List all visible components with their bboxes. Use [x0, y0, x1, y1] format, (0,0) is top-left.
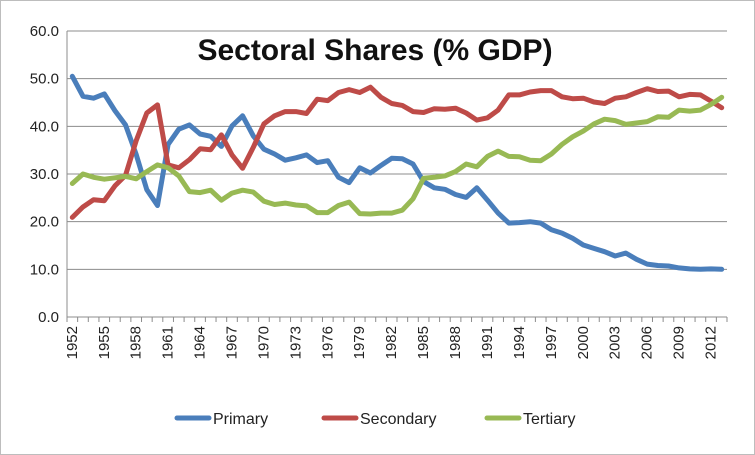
x-tick-label: 2000	[575, 326, 592, 359]
x-tick-label: 1973	[287, 326, 304, 359]
x-tick-label: 1985	[415, 326, 432, 359]
legend-label-secondary: Secondary	[360, 411, 437, 428]
x-tick-label: 1964	[192, 326, 209, 359]
chart-title: Sectoral Shares (% GDP)	[197, 34, 552, 67]
x-tick-label: 2009	[671, 326, 688, 359]
x-tick-label: 1982	[383, 326, 400, 359]
legend: Primary Secondary Tertiary	[174, 411, 575, 428]
y-tick-label: 10.0	[30, 261, 59, 278]
x-tick-label: 1952	[64, 326, 81, 359]
x-tick-label: 1988	[447, 326, 464, 359]
x-tick-label: 1991	[479, 326, 496, 359]
y-tick-label: 20.0	[30, 214, 59, 231]
y-tick-label: 30.0	[30, 166, 59, 183]
x-tick-label: 1958	[128, 326, 145, 359]
x-tick-label: 1967	[224, 326, 241, 359]
x-tick-label: 2012	[703, 326, 720, 359]
x-tick-label: 2006	[639, 326, 656, 359]
series-lines	[69, 73, 725, 272]
series-line-primary	[69, 73, 725, 272]
series-line-secondary	[69, 84, 725, 220]
x-tick-label: 1997	[543, 326, 560, 359]
x-tick-label: 1955	[96, 326, 113, 359]
y-tick-label: 50.0	[30, 71, 59, 88]
legend-label-primary: Primary	[213, 411, 268, 428]
series-line-tertiary	[69, 94, 725, 217]
y-tick-label: 60.0	[30, 23, 59, 40]
x-tick-label: 1976	[319, 326, 336, 359]
x-tick-label: 2003	[607, 326, 624, 359]
x-tick-label: 1970	[255, 326, 272, 359]
x-tick-label: 1994	[511, 326, 528, 359]
x-tick-label: 1979	[351, 326, 368, 359]
axes: 0.0 10.0 20.0 30.0 40.0 50.0 60.0 1952 1955 1958 1…	[30, 23, 728, 359]
y-tick-label: 0.0	[38, 309, 59, 326]
x-tick-label: 1961	[160, 326, 177, 359]
y-tick-label: 40.0	[30, 118, 59, 135]
legend-label-tertiary: Tertiary	[523, 411, 575, 428]
